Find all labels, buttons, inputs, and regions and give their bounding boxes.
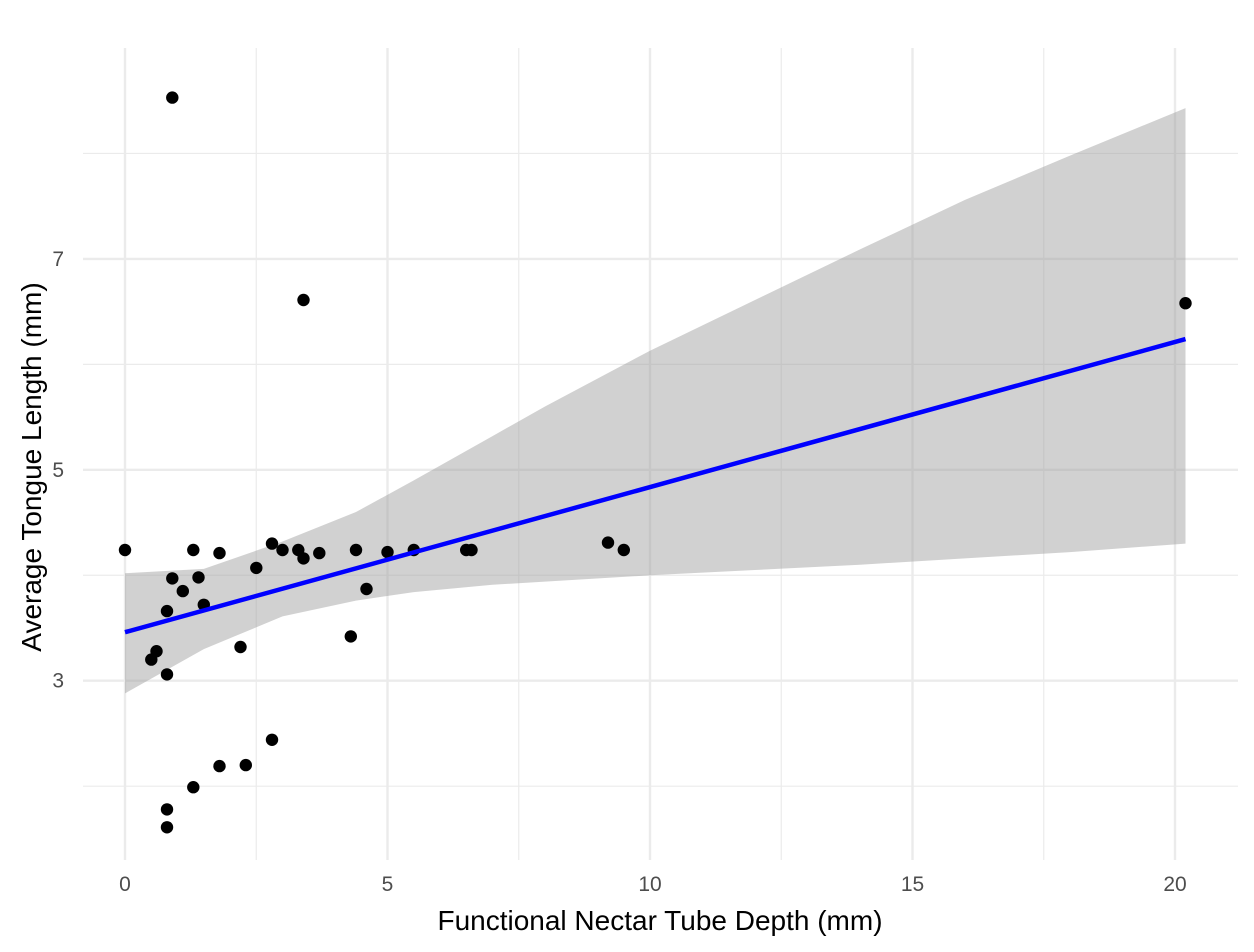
data-point [313,546,326,560]
minor-gridlines [83,48,1238,860]
data-point [187,781,200,794]
data-point [160,668,174,681]
data-point [1179,297,1192,310]
x-tick-label: 5 [382,873,394,896]
data-point [360,582,373,596]
confidence-band [125,108,1186,694]
major-gridlines [83,48,1238,860]
data-point [344,630,357,643]
data-point [166,572,179,585]
data-point [265,537,279,550]
x-axis-title: Functional Nectar Tube Depth (mm) [437,905,882,936]
data-point [250,561,263,575]
data-point [160,821,174,834]
data-point [213,759,226,773]
data-point [187,543,200,557]
y-tick-labels: 3 5 7 [52,248,64,693]
data-point [297,552,310,565]
data-point [381,545,394,559]
data-point [160,604,174,618]
data-point [601,536,615,549]
data-point [265,733,279,746]
data-point [349,543,363,557]
data-point [617,543,630,557]
data-point [213,546,226,560]
data-point [176,584,189,598]
x-tick-labels: 0 5 10 15 20 [119,873,1187,896]
regression-line [124,336,1187,635]
trend-line-layer [124,336,1187,635]
y-axis-title: Average Tongue Length (mm) [16,282,47,651]
data-point [297,293,310,307]
data-point [276,543,289,557]
y-tick-label: 3 [52,670,64,693]
data-point [145,653,158,666]
confidence-band-layer [125,108,1186,694]
data-point [118,543,132,557]
data-point [234,640,247,654]
data-point [192,571,205,584]
data-point [166,91,179,104]
x-tick-label: 0 [119,873,131,896]
data-point [160,803,174,816]
data-point [465,543,478,557]
y-tick-label: 7 [52,248,64,271]
x-tick-label: 10 [638,873,661,896]
y-tick-label: 5 [52,459,64,482]
x-tick-label: 15 [901,873,924,896]
data-point [239,758,252,772]
x-tick-label: 20 [1163,873,1186,896]
